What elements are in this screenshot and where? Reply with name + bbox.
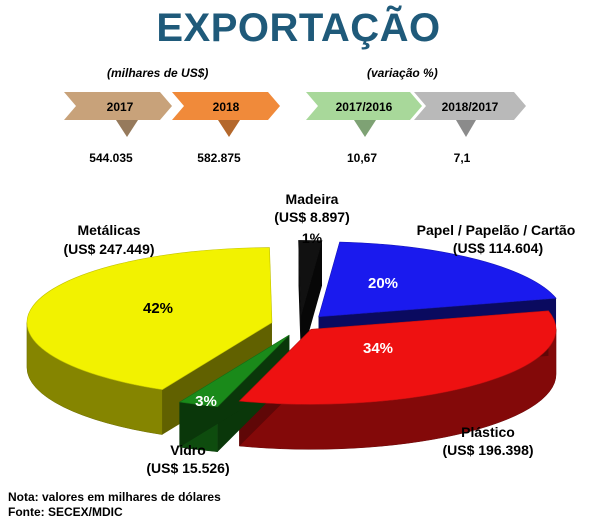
kpi-2017-2016-pointer [354, 120, 376, 137]
slice-cut-vidro-1 [179, 335, 290, 448]
kpi-2017-2016-value: 10,67 [347, 151, 377, 165]
label-papel-value: (US$ 114.604) [453, 240, 543, 256]
label-metalicas-name: Metálicas [77, 222, 140, 238]
kpi-2017-2016-arrow [306, 92, 422, 120]
footnote: Nota: valores em milhares de dólares [8, 490, 221, 504]
kpi-banner: 2017 544.035 2018 582.875 2017/2016 10,6… [64, 92, 526, 165]
label-plastico-percent: 34% [363, 340, 393, 357]
label-papel-name: Papel / Papelão / Cartão [417, 222, 576, 238]
label-papel-percent: 20% [368, 275, 398, 292]
pie-layer [26, 240, 557, 453]
label-madeira-percent: 1% [302, 230, 323, 246]
right-subtitle: (variação %) [367, 66, 438, 80]
kpi-2017-pointer [116, 120, 138, 137]
kpi-2018: 2018 582.875 [172, 92, 280, 165]
page-title: EXPORTAÇÃO [156, 6, 441, 50]
slice-plástico [238, 310, 557, 405]
kpi-2018-value: 582.875 [197, 151, 241, 165]
left-subtitle: (milhares de US$) [107, 66, 209, 80]
label-vidro-percent: 3% [195, 393, 217, 410]
slice-papel [318, 241, 557, 318]
kpi-2017: 2017 544.035 [64, 92, 172, 165]
label-plastico-name: Plástico [461, 424, 515, 440]
slice-cut-madeira-0 [298, 240, 301, 361]
label-metalicas-percent: 42% [143, 300, 173, 317]
label-metalicas-value: (US$ 247.449) [63, 241, 154, 257]
slice-metálicas [26, 247, 273, 390]
label-plastico-value: (US$ 196.398) [442, 442, 533, 458]
source-note: Fonte: SECEX/MDIC [8, 505, 123, 519]
kpi-2017-arrow [64, 92, 172, 120]
label-vidro-name: Vidro [170, 442, 206, 458]
kpi-2018-arrow [172, 92, 280, 120]
kpi-2018-pointer [218, 120, 240, 137]
kpi-2018-2017-pointer [456, 120, 476, 137]
kpi-2018-2017-value: 7,1 [454, 151, 471, 165]
kpi-2017-2016: 2017/2016 10,67 [306, 92, 422, 165]
kpi-2018-2017: 2018/2017 7,1 [414, 92, 526, 165]
kpi-2018-label: 2018 [213, 100, 240, 114]
slice-vidro [178, 334, 290, 408]
kpi-2018-2017-arrow [414, 92, 526, 120]
slice-madeira [298, 240, 323, 316]
label-madeira-name: Madeira [286, 191, 339, 207]
kpi-2017-label: 2017 [107, 100, 134, 114]
slice-cut-madeira-1 [300, 240, 322, 361]
kpi-2017-value: 544.035 [89, 151, 133, 165]
label-madeira-value: (US$ 8.897) [274, 209, 349, 225]
kpi-2017-2016-label: 2017/2016 [336, 100, 393, 114]
kpi-2018-2017-label: 2018/2017 [442, 100, 499, 114]
label-vidro-value: (US$ 15.526) [146, 460, 229, 476]
